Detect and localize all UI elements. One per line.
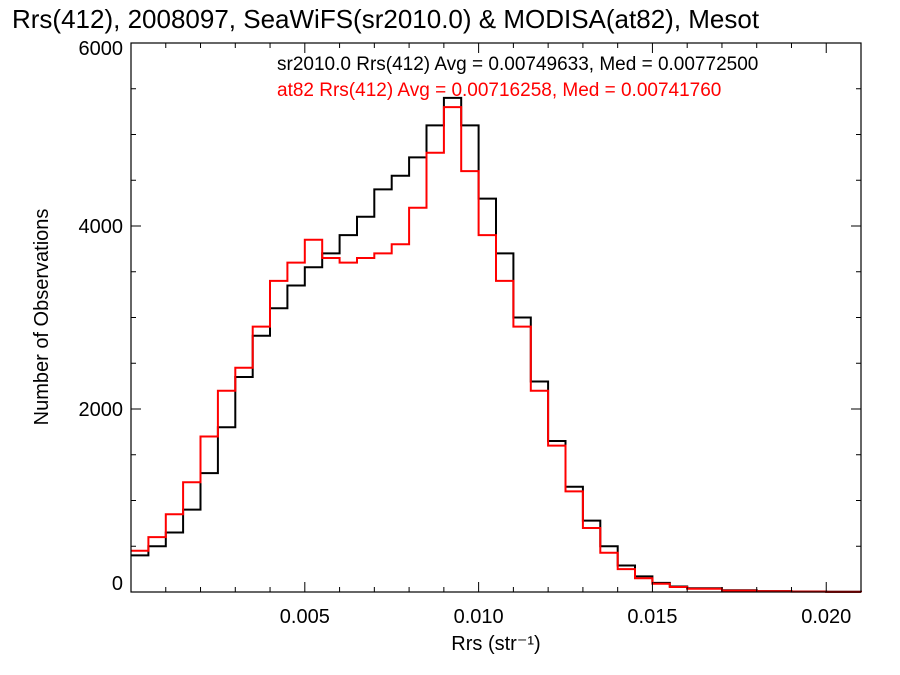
x-tick-label-3: 0.020 xyxy=(801,606,851,628)
x-tick-label-2: 0.015 xyxy=(627,606,677,628)
annotation-at82: at82 Rrs(412) Avg = 0.00716258, Med = 0.… xyxy=(277,80,721,101)
y-tick-label-1: 2000 xyxy=(79,399,124,421)
y-tick-label-3: 6000 xyxy=(79,38,124,60)
y-axis-label: Number of Observations xyxy=(31,209,53,426)
plot-frame xyxy=(130,42,862,593)
y-tick-label-2: 4000 xyxy=(79,216,124,238)
annotation-sr2010: sr2010.0 Rrs(412) Avg = 0.00749633, Med … xyxy=(277,54,758,75)
x-tick-label-0: 0.005 xyxy=(280,606,330,628)
series-line-0 xyxy=(131,96,862,593)
x-axis-label: Rrs (str⁻¹) xyxy=(451,633,540,655)
x-tick-label-1: 0.010 xyxy=(454,606,504,628)
series-line-1 xyxy=(131,106,862,593)
chart-title: Rrs(412), 2008097, SeaWiFS(sr2010.0) & M… xyxy=(12,4,760,34)
y-tick-label-0: 0 xyxy=(112,573,123,595)
